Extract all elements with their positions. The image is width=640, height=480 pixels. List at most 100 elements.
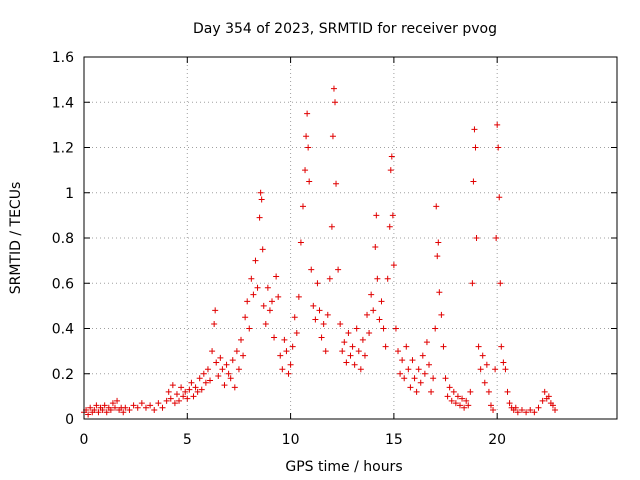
- data-point: [101, 402, 108, 409]
- data-point: [120, 409, 127, 416]
- data-point: [552, 406, 559, 413]
- data-point: [514, 409, 521, 416]
- data-point: [229, 357, 236, 364]
- data-point: [212, 307, 219, 314]
- data-point: [204, 366, 211, 373]
- data-point: [260, 302, 267, 309]
- data-series: [81, 85, 559, 418]
- data-point: [190, 393, 197, 400]
- data-point: [426, 361, 433, 368]
- data-point: [138, 400, 145, 407]
- data-point: [492, 366, 499, 373]
- data-point: [475, 343, 482, 350]
- data-point: [285, 370, 292, 377]
- data-point: [219, 366, 226, 373]
- data-point: [258, 196, 265, 203]
- data-point: [165, 388, 172, 395]
- data-point: [198, 386, 205, 393]
- data-point: [122, 404, 129, 411]
- data-point: [485, 388, 492, 395]
- data-point: [417, 379, 424, 386]
- data-point: [523, 409, 530, 416]
- data-point: [498, 343, 505, 350]
- data-point: [329, 133, 336, 140]
- data-point: [289, 343, 296, 350]
- data-point: [159, 404, 166, 411]
- data-point: [378, 298, 385, 305]
- data-point: [320, 320, 327, 327]
- data-point: [496, 194, 503, 201]
- data-point: [389, 212, 396, 219]
- data-point: [531, 409, 538, 416]
- data-point: [221, 382, 228, 389]
- data-point: [256, 214, 263, 221]
- y-tick-label: 1.4: [52, 95, 74, 111]
- data-point: [91, 406, 98, 413]
- data-point: [345, 330, 352, 337]
- data-point: [326, 275, 333, 282]
- data-point: [231, 384, 238, 391]
- data-point: [469, 280, 476, 287]
- data-point: [227, 375, 234, 382]
- data-point: [308, 266, 315, 273]
- x-tick-label: 0: [80, 432, 89, 448]
- plot-frame: [83, 56, 618, 420]
- data-point: [349, 343, 356, 350]
- data-point: [178, 384, 185, 391]
- data-point: [397, 370, 404, 377]
- data-point: [213, 359, 220, 366]
- data-point: [277, 352, 284, 359]
- data-point: [225, 370, 232, 377]
- data-point: [283, 348, 290, 355]
- data-point: [305, 144, 312, 151]
- data-point: [324, 311, 331, 318]
- data-point: [257, 189, 264, 196]
- data-point: [333, 180, 340, 187]
- data-point: [341, 339, 348, 346]
- data-point: [450, 388, 457, 395]
- data-point: [411, 375, 418, 382]
- data-point: [487, 402, 494, 409]
- grid: [84, 57, 617, 419]
- y-tick-label: 0.6: [52, 276, 74, 292]
- data-point: [134, 404, 141, 411]
- data-point: [527, 406, 534, 413]
- y-tick-label: 0.4: [52, 322, 74, 338]
- data-point: [430, 375, 437, 382]
- data-point: [506, 400, 513, 407]
- data-point: [147, 402, 154, 409]
- data-point: [373, 212, 380, 219]
- data-point: [114, 397, 121, 404]
- data-point: [279, 366, 286, 373]
- x-tick-label: 10: [282, 432, 300, 448]
- data-point: [446, 384, 453, 391]
- data-point: [293, 330, 300, 337]
- data-point: [246, 325, 253, 332]
- data-point: [180, 393, 187, 400]
- data-point: [374, 275, 381, 282]
- y-tick-label: 0.8: [52, 231, 74, 247]
- data-point: [390, 262, 397, 269]
- data-point: [93, 402, 100, 409]
- data-point: [248, 275, 255, 282]
- data-point: [302, 167, 309, 174]
- data-point: [310, 302, 317, 309]
- data-point: [539, 397, 546, 404]
- y-tick-label: 0.2: [52, 367, 74, 383]
- data-point: [312, 316, 319, 323]
- data-point: [494, 121, 501, 128]
- data-point: [235, 366, 242, 373]
- data-point: [428, 388, 435, 395]
- data-point: [419, 352, 426, 359]
- data-point: [262, 320, 269, 327]
- data-point: [405, 366, 412, 373]
- data-point: [500, 359, 507, 366]
- data-point: [392, 325, 399, 332]
- data-point: [387, 167, 394, 174]
- data-point: [353, 325, 360, 332]
- y-tick-label: 1.2: [52, 141, 74, 157]
- data-point: [361, 352, 368, 359]
- data-point: [409, 357, 416, 364]
- data-point: [328, 223, 335, 230]
